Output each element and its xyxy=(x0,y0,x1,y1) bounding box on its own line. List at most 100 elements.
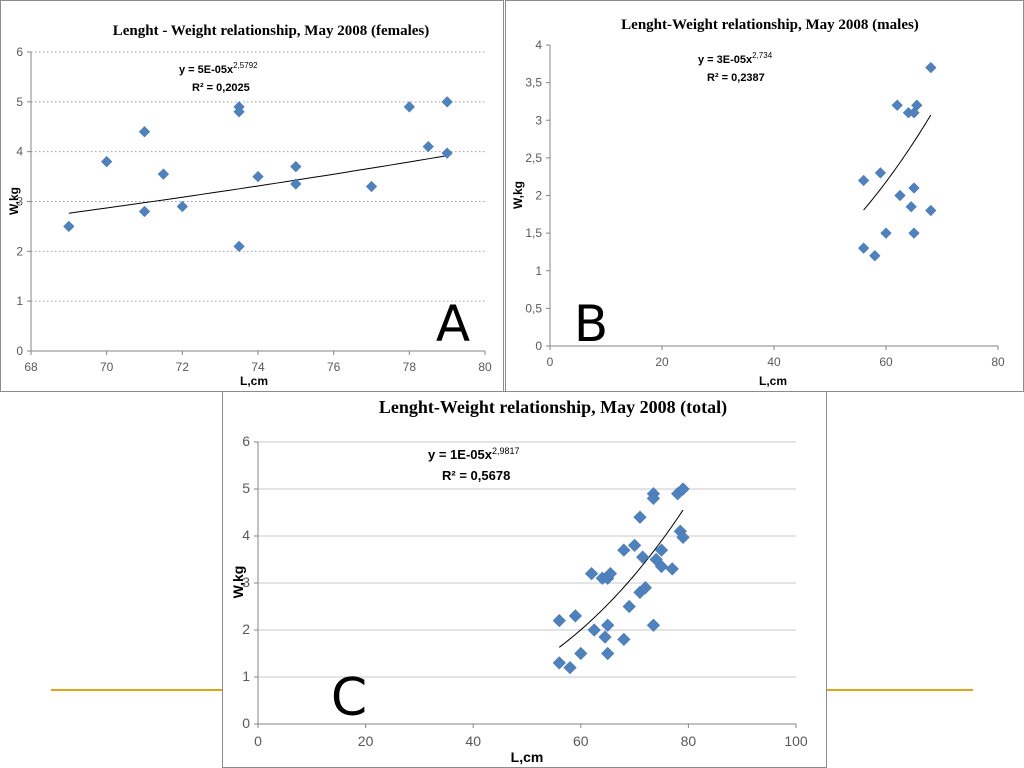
data-point xyxy=(880,227,892,239)
data-point xyxy=(911,99,923,111)
x-tick-label: 20 xyxy=(358,733,374,749)
data-point xyxy=(654,543,669,557)
x-tick-label: 68 xyxy=(24,360,38,374)
y-tick-label: 2,5 xyxy=(525,151,542,165)
x-tick-label: 40 xyxy=(767,355,781,369)
y-tick-label: 4 xyxy=(535,38,542,52)
x-tick-label: 70 xyxy=(100,360,114,374)
y-axis-label: W,kg xyxy=(511,181,525,209)
data-point xyxy=(441,147,453,159)
data-point xyxy=(676,530,690,545)
data-point xyxy=(633,510,647,524)
y-tick-label: 0,5 xyxy=(525,301,542,315)
x-tick-label: 60 xyxy=(573,733,589,749)
x-tick-label: 20 xyxy=(655,355,669,369)
panel-letter: C xyxy=(331,668,367,728)
chart-panel-c: Lenght-Weight relationship, May 2008 (to… xyxy=(222,391,827,768)
x-tick-label: 0 xyxy=(254,733,262,749)
chart-c-svg: Lenght-Weight relationship, May 2008 (to… xyxy=(230,397,808,765)
data-point xyxy=(601,618,615,632)
data-point xyxy=(252,170,264,183)
y-tick-label: 3,5 xyxy=(525,76,542,90)
y-tick-label: 5 xyxy=(16,95,23,109)
trendline xyxy=(68,155,448,214)
trend-equation: y = 5E-05x2,5792 xyxy=(179,61,258,76)
data-point xyxy=(925,61,937,74)
chart-title: Lenght-Weight relationship, May 2008 (to… xyxy=(379,397,727,418)
y-tick-label: 3 xyxy=(16,195,23,209)
chart-panel-a: Lenght - Weight relationship, May 2008 (… xyxy=(0,0,504,392)
y-tick-label: 6 xyxy=(16,45,23,59)
data-point xyxy=(584,566,599,581)
x-tick-label: 40 xyxy=(465,733,481,749)
data-point xyxy=(233,106,245,118)
y-tick-label: 3 xyxy=(242,574,250,590)
y-tick-label: 2 xyxy=(535,189,542,203)
y-tick-label: 5 xyxy=(242,480,250,496)
data-point xyxy=(290,178,302,190)
data-point xyxy=(638,581,652,595)
data-point xyxy=(925,204,937,217)
data-point xyxy=(233,240,245,252)
data-point xyxy=(857,242,870,254)
x-tick-label: 80 xyxy=(478,360,492,374)
chart-panel-b: Lenght-Weight relationship, May 2008 (ma… xyxy=(505,0,1024,392)
data-point xyxy=(587,623,601,637)
trend-equation: y = 3E-05x2,734 xyxy=(698,51,773,66)
x-tick-label: 80 xyxy=(681,733,697,749)
y-tick-label: 1 xyxy=(535,264,542,278)
y-tick-label: 2 xyxy=(16,244,23,258)
x-axis-label: L,cm xyxy=(511,749,544,765)
data-point xyxy=(63,220,75,233)
data-point xyxy=(101,156,113,168)
data-point xyxy=(403,101,415,113)
trend-equation: y = 1E-05x2,9817 xyxy=(428,446,520,462)
y-tick-label: 6 xyxy=(242,433,250,449)
data-point xyxy=(665,562,679,576)
x-tick-label: 0 xyxy=(547,355,554,369)
data-point xyxy=(676,482,690,496)
chart-title: Lenght-Weight relationship, May 2008 (ma… xyxy=(621,17,919,33)
x-tick-label: 80 xyxy=(991,355,1005,369)
y-axis-label: W,kg xyxy=(230,566,246,599)
data-point xyxy=(603,566,618,581)
data-point xyxy=(138,126,151,138)
x-tick-label: 74 xyxy=(251,360,265,374)
data-point xyxy=(617,632,631,647)
decorative-orange-line-left xyxy=(51,689,223,691)
y-tick-label: 0 xyxy=(535,339,542,353)
trendline xyxy=(558,509,684,648)
data-point xyxy=(894,189,906,202)
x-tick-label: 78 xyxy=(403,360,417,374)
data-point xyxy=(627,538,642,553)
data-point xyxy=(598,630,612,644)
panel-letter: A xyxy=(436,295,470,353)
data-point xyxy=(552,656,566,670)
chart-b-svg: Lenght-Weight relationship, May 2008 (ma… xyxy=(511,17,1005,388)
trendline xyxy=(863,114,932,211)
data-point xyxy=(552,613,566,628)
data-point xyxy=(857,174,870,187)
data-point xyxy=(891,99,903,111)
decorative-orange-line-right xyxy=(826,689,973,691)
y-tick-label: 4 xyxy=(242,527,250,543)
data-point xyxy=(869,250,881,262)
data-point xyxy=(874,167,887,179)
r-squared-label: R² = 0,2025 xyxy=(192,82,250,94)
y-tick-label: 1 xyxy=(242,668,250,684)
chart-a-svg: Lenght - Weight relationship, May 2008 (… xyxy=(7,23,492,388)
data-point xyxy=(905,201,917,213)
data-point xyxy=(908,227,920,239)
y-tick-label: 4 xyxy=(16,145,23,159)
chart-title: Lenght - Weight relationship, May 2008 (… xyxy=(113,23,430,39)
data-point xyxy=(646,491,661,506)
data-point xyxy=(636,550,650,564)
r-squared-label: R² = 0,2387 xyxy=(707,72,765,84)
data-point xyxy=(157,168,170,180)
x-tick-label: 76 xyxy=(327,360,341,374)
y-axis-label: W,kg xyxy=(7,187,21,215)
data-point xyxy=(908,182,920,194)
data-point xyxy=(422,141,434,153)
data-point xyxy=(441,96,453,108)
y-tick-label: 1 xyxy=(16,294,23,308)
